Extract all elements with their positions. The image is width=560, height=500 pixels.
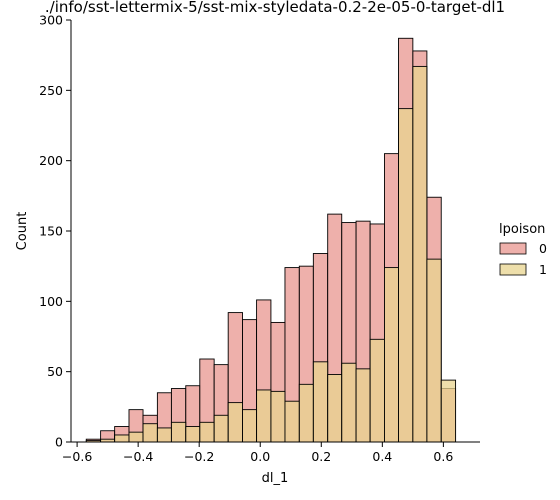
bar-series-1-bin-23 — [412, 65, 428, 443]
legend-swatch-1 — [499, 263, 527, 276]
bar-series-1-bin-8 — [199, 421, 215, 443]
bar-series-1-bin-24 — [426, 258, 442, 443]
bar-series-1-bin-15 — [298, 383, 314, 443]
y-tick-label: 0 — [55, 435, 63, 450]
bar-series-1-bin-19 — [355, 368, 371, 443]
x-ticks: −0.6 −0.4 −0.2 0.0 0.2 0.4 0.6 — [62, 442, 453, 464]
legend-swatch-0 — [499, 242, 527, 255]
x-tick-label: 0.0 — [250, 449, 270, 464]
bar-series-1-bin-4 — [142, 423, 158, 443]
x-tick-label: 0.2 — [311, 449, 331, 464]
bar-series-1-bin-25 — [440, 379, 457, 443]
y-ticks: 0 50 100 150 200 250 300 — [39, 13, 71, 450]
bar-series-1-bin-3 — [128, 431, 144, 443]
bar-series-1-bin-22 — [398, 108, 414, 443]
x-tick-label: −0.6 — [62, 449, 92, 464]
bar-series-1-bin-2 — [114, 434, 130, 443]
y-tick-label: 100 — [39, 294, 63, 309]
y-tick-label: 250 — [39, 83, 63, 98]
bar-series-1-bin-20 — [369, 338, 385, 443]
bar-series-1-bin-12 — [256, 389, 272, 443]
legend-label-0: 0 — [539, 241, 547, 256]
bar-series-1-bin-9 — [213, 414, 229, 443]
y-tick-label: 150 — [39, 224, 63, 239]
chart-title: ./info/sst-lettermix-5/sst-mix-styledata… — [45, 0, 505, 16]
bar-series-1-bin-7 — [185, 426, 201, 443]
y-axis-label: Count — [15, 212, 30, 251]
bar-series-1-bin-13 — [270, 390, 286, 443]
x-tick-label: 0.6 — [433, 449, 453, 464]
legend-title: lpoison — [499, 222, 545, 237]
x-tick-label: −0.2 — [184, 449, 214, 464]
legend: lpoison 0 1 — [499, 222, 547, 277]
y-tick-label: 50 — [47, 364, 63, 379]
x-axis-label: dl_1 — [262, 471, 289, 486]
bar-series-1-bin-11 — [242, 409, 258, 443]
y-tick-label: 200 — [39, 153, 63, 168]
bar-series-1-bin-17 — [327, 374, 343, 443]
bar-series-1-bin-16 — [312, 361, 329, 443]
bar-series-1-bin-5 — [156, 427, 172, 443]
bar-series-1-bin-18 — [341, 362, 357, 443]
plot-area — [85, 37, 457, 443]
x-tick-label: 0.4 — [372, 449, 392, 464]
legend-label-1: 1 — [539, 262, 547, 277]
bar-series-1-bin-14 — [284, 400, 300, 443]
bar-series-1-bin-6 — [170, 421, 187, 443]
y-tick-label: 300 — [39, 13, 63, 28]
bar-series-1-bin-10 — [227, 402, 243, 443]
x-tick-label: −0.4 — [123, 449, 153, 464]
bar-series-1-bin-21 — [384, 267, 399, 443]
